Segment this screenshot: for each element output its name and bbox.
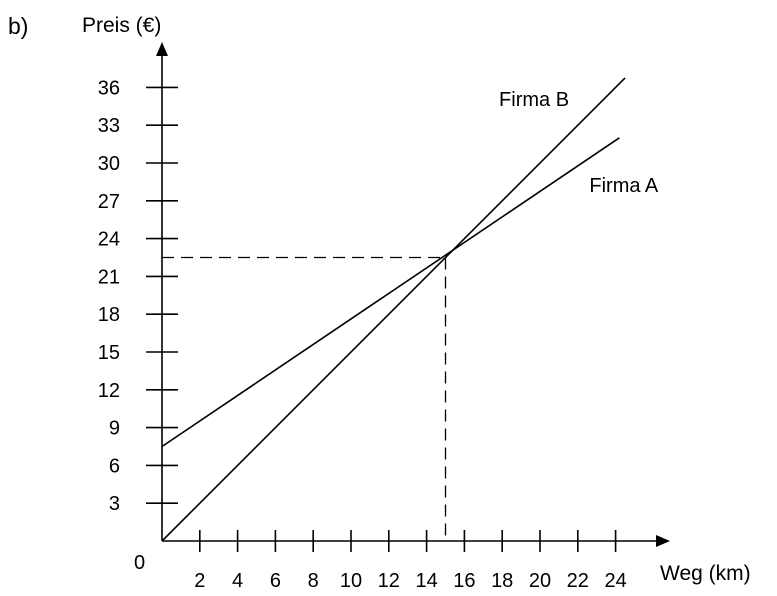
y-tick-label: 33	[98, 115, 120, 137]
y-tick-label: 12	[98, 380, 120, 402]
x-tick-label: 6	[270, 570, 281, 592]
x-tick-label: 4	[232, 570, 243, 592]
y-axis-arrow-icon	[156, 42, 168, 56]
y-tick-label: 27	[98, 191, 120, 213]
series-label-firma-a: Firma A	[589, 175, 659, 197]
x-tick-label: 18	[491, 570, 513, 592]
labels-group: Preis (€) Weg (km) 0	[82, 14, 751, 585]
y-tick-label: 30	[98, 153, 120, 175]
x-tick-label: 14	[415, 570, 437, 592]
y-tick-label: 15	[98, 342, 120, 364]
series-line-firma-b	[161, 77, 626, 542]
x-tick-label: 2	[194, 570, 205, 592]
y-tick-label: 9	[109, 418, 120, 440]
axes	[156, 42, 670, 547]
x-tick-label: 16	[453, 570, 475, 592]
x-axis-arrow-icon	[656, 535, 670, 547]
y-tick-label: 21	[98, 266, 120, 288]
y-tick-label: 3	[109, 493, 120, 515]
origin-label: 0	[134, 552, 145, 574]
x-tick-label: 8	[308, 570, 319, 592]
y-tick-label: 36	[98, 77, 120, 99]
series-line-firma-a	[161, 137, 620, 448]
y-tick-label: 18	[98, 304, 120, 326]
intersection-guides	[162, 256, 447, 541]
x-tick-label: 10	[340, 570, 362, 592]
x-tick-label: 24	[604, 570, 626, 592]
x-tick-label: 12	[378, 570, 400, 592]
x-tick-label: 20	[529, 570, 551, 592]
y-axis-title: Preis (€)	[82, 14, 161, 37]
y-tick-label: 6	[109, 455, 120, 477]
series-group: Firma B Firma A	[161, 77, 659, 542]
x-tick-label: 22	[567, 570, 589, 592]
figure-label: b)	[8, 13, 28, 39]
ticks-group: 2 4 6 8 10 12 14 16 18 20 22 2436912151821242730333…	[98, 77, 627, 592]
series-label-firma-b: Firma B	[499, 89, 569, 111]
x-axis-title: Weg (km)	[660, 562, 751, 585]
y-tick-label: 24	[98, 229, 120, 251]
